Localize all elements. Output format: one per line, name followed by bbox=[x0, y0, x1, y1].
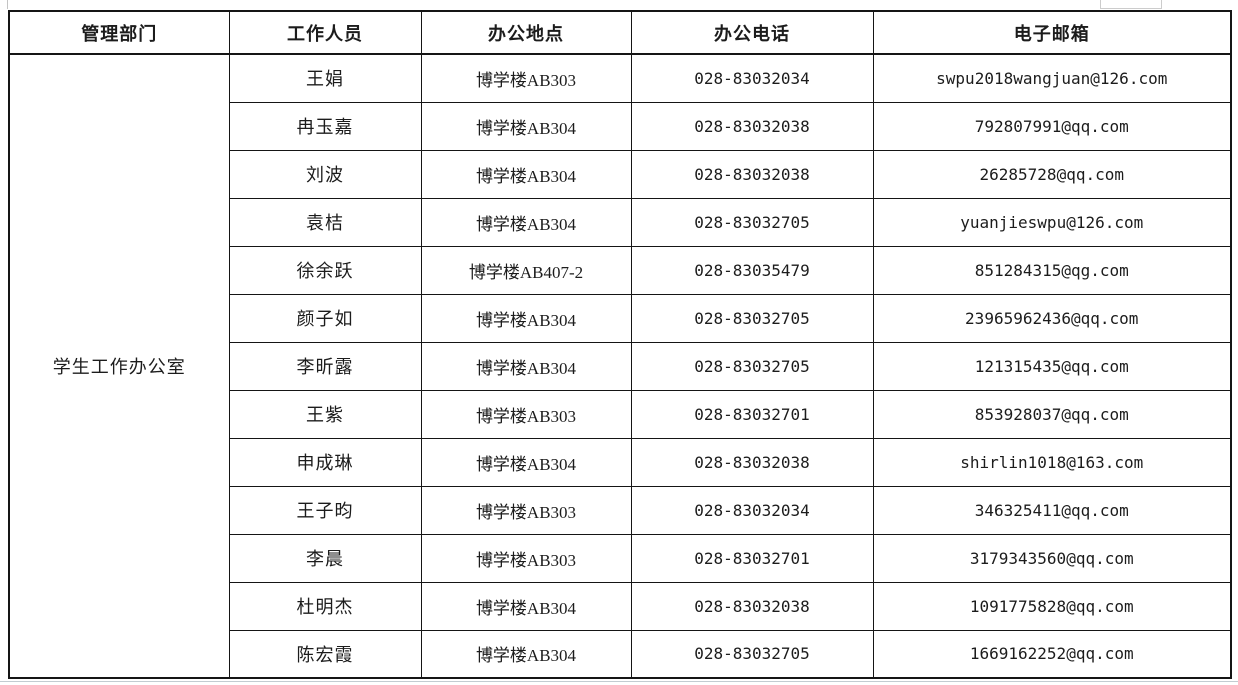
table-row: 袁桔 博学楼AB304 028-83032705 yuanjieswpu@126… bbox=[9, 197, 1232, 247]
phone-cell: 028-83032705 bbox=[630, 341, 874, 391]
phone-cell: 028-83032038 bbox=[630, 581, 874, 631]
phone-cell: 028-83032038 bbox=[630, 437, 874, 487]
phone-cell: 028-83032038 bbox=[630, 101, 874, 151]
col-header-location: 办公地点 bbox=[420, 10, 632, 55]
table-row: 李昕露 博学楼AB304 028-83032705 121315435@qq.c… bbox=[9, 341, 1232, 391]
location-cell: 博学楼AB304 bbox=[420, 149, 632, 199]
email-cell: 121315435@qq.com bbox=[872, 341, 1232, 391]
staff-name-cell: 颜子如 bbox=[228, 293, 422, 343]
staff-name-cell: 冉玉嘉 bbox=[228, 101, 422, 151]
staff-name-cell: 袁桔 bbox=[228, 197, 422, 247]
phone-cell: 028-83032034 bbox=[630, 485, 874, 535]
phone-cell: 028-83032705 bbox=[630, 197, 874, 247]
email-cell: 1091775828@qq.com bbox=[872, 581, 1232, 631]
table-row: 颜子如 博学楼AB304 028-83032705 23965962436@qq… bbox=[9, 293, 1232, 343]
gridline-artifact-bottom bbox=[0, 681, 1238, 682]
location-cell: 博学楼AB304 bbox=[420, 101, 632, 151]
email-cell: swpu2018wangjuan@126.com bbox=[872, 53, 1232, 103]
location-cell: 博学楼AB304 bbox=[420, 197, 632, 247]
email-cell: 23965962436@qq.com bbox=[872, 293, 1232, 343]
phone-cell: 028-83032034 bbox=[630, 53, 874, 103]
phone-cell: 028-83032705 bbox=[630, 293, 874, 343]
phone-cell: 028-83035479 bbox=[630, 245, 874, 295]
location-cell: 博学楼AB304 bbox=[420, 341, 632, 391]
table-row: 陈宏霞 博学楼AB304 028-83032705 1669162252@qq.… bbox=[9, 629, 1232, 679]
staff-name-cell: 申成琳 bbox=[228, 437, 422, 487]
email-cell: shirlin1018@163.com bbox=[872, 437, 1232, 487]
staff-name-cell: 杜明杰 bbox=[228, 581, 422, 631]
phone-cell: 028-83032701 bbox=[630, 389, 874, 439]
location-cell: 博学楼AB304 bbox=[420, 437, 632, 487]
table-row: 冉玉嘉 博学楼AB304 028-83032038 792807991@qq.c… bbox=[9, 101, 1232, 151]
contact-table-container: 管理部门 工作人员 办公地点 办公电话 电子邮箱 学生工作办公室 王娟 博学楼A… bbox=[8, 10, 1232, 679]
email-cell: 3179343560@qq.com bbox=[872, 533, 1232, 583]
staff-name-cell: 王紫 bbox=[228, 389, 422, 439]
staff-name-cell: 王娟 bbox=[228, 53, 422, 103]
staff-name-cell: 刘波 bbox=[228, 149, 422, 199]
phone-cell: 028-83032701 bbox=[630, 533, 874, 583]
table-row: 学生工作办公室 王娟 博学楼AB303 028-83032034 swpu201… bbox=[8, 53, 1232, 679]
location-cell: 博学楼AB303 bbox=[420, 53, 632, 103]
staff-name-cell: 李昕露 bbox=[228, 341, 422, 391]
table-row: 徐余跃 博学楼AB407-2 028-83035479 851284315@qg… bbox=[9, 245, 1232, 295]
col-header-email: 电子邮箱 bbox=[872, 10, 1232, 55]
email-cell: yuanjieswpu@126.com bbox=[872, 197, 1232, 247]
staff-contact-table: 管理部门 工作人员 办公地点 办公电话 电子邮箱 学生工作办公室 王娟 博学楼A… bbox=[8, 10, 1232, 679]
phone-cell: 028-83032038 bbox=[630, 149, 874, 199]
table-row: 杜明杰 博学楼AB304 028-83032038 1091775828@qq.… bbox=[9, 581, 1232, 631]
gridline-artifact-top-right bbox=[1100, 0, 1162, 9]
location-cell: 博学楼AB303 bbox=[420, 485, 632, 535]
department-cell: 学生工作办公室 bbox=[8, 53, 230, 679]
location-cell: 博学楼AB304 bbox=[420, 581, 632, 631]
email-cell: 346325411@qq.com bbox=[872, 485, 1232, 535]
email-cell: 1669162252@qq.com bbox=[872, 629, 1232, 679]
table-row: 王紫 博学楼AB303 028-83032701 853928037@qq.co… bbox=[9, 389, 1232, 439]
staff-name-cell: 王子昀 bbox=[228, 485, 422, 535]
staff-name-cell: 徐余跃 bbox=[228, 245, 422, 295]
location-cell: 博学楼AB407-2 bbox=[420, 245, 632, 295]
col-header-department: 管理部门 bbox=[8, 10, 230, 55]
email-cell: 26285728@qq.com bbox=[872, 149, 1232, 199]
header-row: 管理部门 工作人员 办公地点 办公电话 电子邮箱 bbox=[8, 10, 1232, 55]
location-cell: 博学楼AB303 bbox=[420, 389, 632, 439]
staff-name-cell: 陈宏霞 bbox=[228, 629, 422, 679]
table-row: 申成琳 博学楼AB304 028-83032038 shirlin1018@16… bbox=[9, 437, 1232, 487]
gridline-artifact-top-left bbox=[7, 0, 8, 9]
email-cell: 792807991@qq.com bbox=[872, 101, 1232, 151]
table-row: 刘波 博学楼AB304 028-83032038 26285728@qq.com bbox=[9, 149, 1232, 199]
col-header-staff: 工作人员 bbox=[228, 10, 422, 55]
col-header-phone: 办公电话 bbox=[630, 10, 874, 55]
location-cell: 博学楼AB304 bbox=[420, 293, 632, 343]
staff-name-cell: 李晨 bbox=[228, 533, 422, 583]
email-cell: 853928037@qq.com bbox=[872, 389, 1232, 439]
email-cell: 851284315@qg.com bbox=[872, 245, 1232, 295]
phone-cell: 028-83032705 bbox=[630, 629, 874, 679]
location-cell: 博学楼AB304 bbox=[420, 629, 632, 679]
location-cell: 博学楼AB303 bbox=[420, 533, 632, 583]
